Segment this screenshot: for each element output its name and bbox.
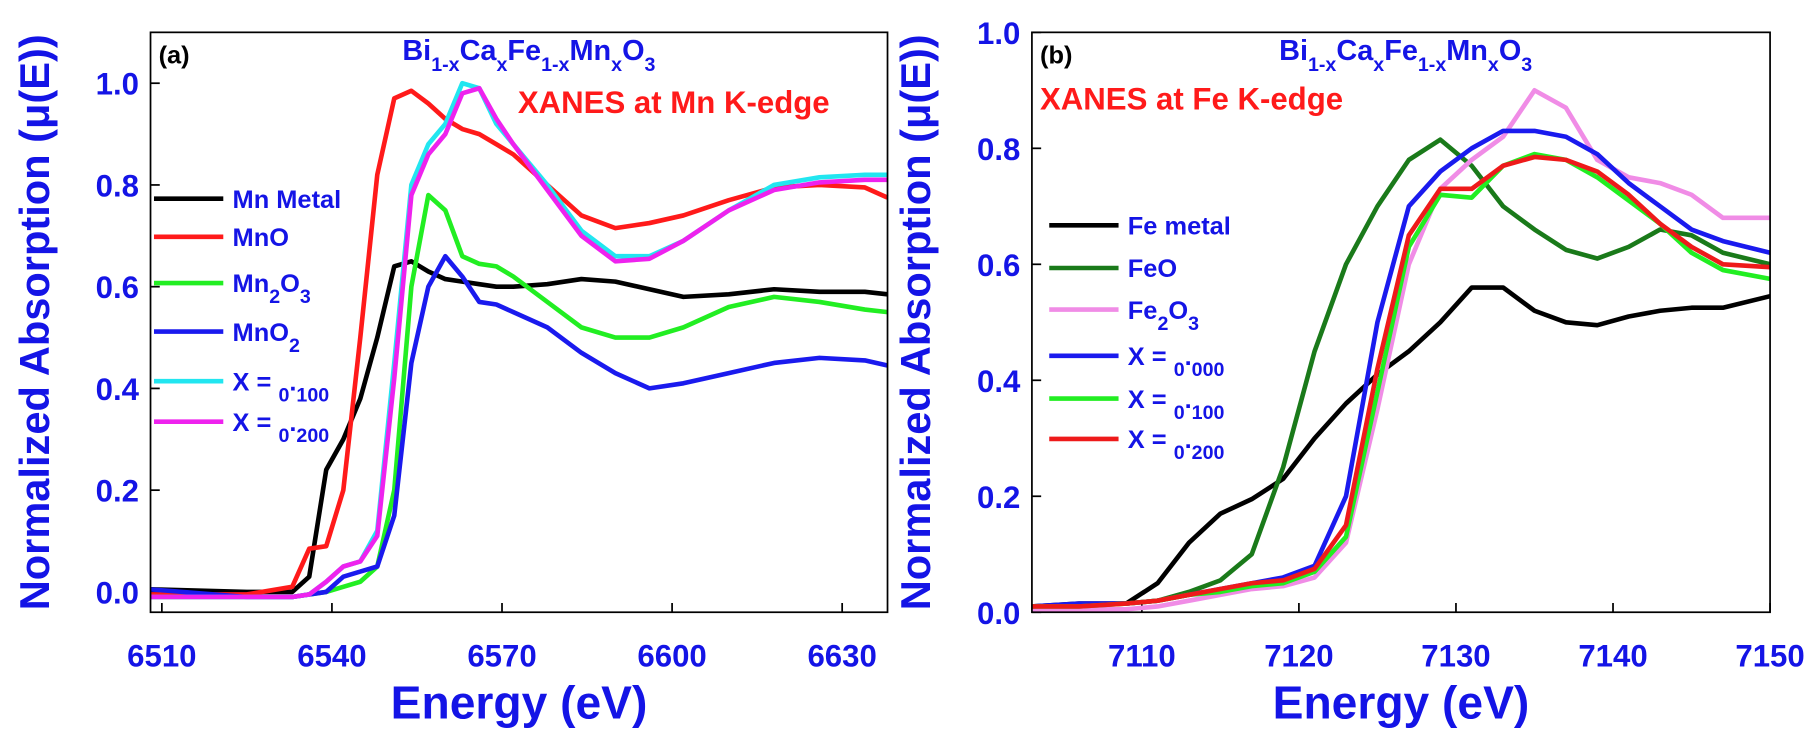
- data-line: [150, 258, 888, 595]
- annotation: XANES at Mn K-edge: [518, 85, 830, 120]
- y-tick-label: 0.2: [96, 474, 139, 509]
- x-tick-label: 6510: [127, 639, 196, 674]
- x-tick-label: 7120: [1264, 639, 1333, 674]
- plot-frame: [149, 31, 889, 614]
- data-line: [1031, 137, 1771, 609]
- legend-label: Fe2O3: [1128, 297, 1199, 335]
- annotation: XANES at Fe K-edge: [1040, 82, 1343, 117]
- data-line: [150, 88, 889, 597]
- legend-label: FeO: [1128, 255, 1177, 283]
- legend-label: X = 0.100: [1128, 386, 1225, 424]
- panel-label: (a): [159, 42, 190, 70]
- y-axis-title: Normalized Absorption (μ(E)): [11, 34, 58, 610]
- title-part: Ca: [1336, 35, 1374, 67]
- x-tick-label: 6600: [637, 639, 706, 674]
- y-tick-label: 0.8: [96, 169, 139, 204]
- chart-title: Bi1-xCaxFe1-xMnxO3: [402, 35, 655, 76]
- title-part: x: [611, 54, 622, 76]
- panel-label: (b): [1040, 42, 1072, 70]
- panel: 7110 7120 7130 7140 7150 0.0 0.2 0.4 0.6 0.8 1.0 (b…: [892, 16, 1804, 729]
- title-part: Fe: [1384, 35, 1418, 67]
- legend-label: MnO2: [233, 319, 300, 357]
- y-tick-label: 0.6: [977, 248, 1020, 283]
- y-tick-label: 0.8: [977, 132, 1020, 167]
- title-part: Mn: [1446, 35, 1488, 67]
- data-line: [1031, 154, 1771, 609]
- legend-label: MnO: [233, 224, 289, 252]
- x-tick-label: 6630: [807, 639, 876, 674]
- title-part: O: [622, 35, 644, 67]
- panel: 6510 6540 6570 6600 6630 0.0 0.2 0.4 0.6 0.8 1.0 (a…: [11, 31, 889, 729]
- y-tick-label: 0.4: [96, 372, 140, 407]
- title-part: 1-x: [431, 54, 459, 76]
- title-part: Bi: [402, 35, 431, 67]
- legend-label: X = 0.000: [1128, 343, 1225, 381]
- chart-title: Bi1-xCaxFe1-xMnxO3: [1279, 35, 1532, 76]
- legend-label: Mn Metal: [233, 186, 342, 214]
- title-part: x: [497, 54, 508, 76]
- data-line: [1031, 88, 1771, 612]
- x-tick-label: 7110: [1108, 639, 1176, 674]
- legend-label: Fe metal: [1128, 212, 1231, 240]
- y-axis-title: Normalized Absorption (μ(E)): [892, 34, 939, 610]
- title-part: Mn: [569, 35, 611, 67]
- title-part: x: [1373, 54, 1384, 76]
- y-tick-label: 1.0: [96, 67, 139, 102]
- x-tick-label: 6570: [467, 639, 536, 674]
- x-axis-title: Energy (eV): [1273, 677, 1530, 729]
- y-tick-label: 1.0: [977, 16, 1020, 51]
- y-tick-label: 0.0: [977, 596, 1020, 631]
- legend-label: X = 0.200: [233, 409, 330, 447]
- x-axis-title: Energy (eV): [391, 677, 648, 729]
- title-part: Bi: [1279, 35, 1308, 67]
- title-part: x: [1488, 54, 1499, 76]
- x-tick-label: 7130: [1421, 639, 1490, 674]
- title-part: Fe: [507, 35, 541, 67]
- y-tick-label: 0.0: [96, 575, 139, 610]
- plot-frame: [1031, 31, 1771, 614]
- title-part: 1-x: [541, 54, 569, 76]
- y-tick-label: 0.4: [977, 364, 1021, 399]
- x-tick-label: 7150: [1735, 639, 1804, 674]
- legend-label: Mn2O3: [233, 270, 311, 308]
- y-tick-label: 0.2: [977, 480, 1020, 515]
- legend-label: X = 0.200: [1128, 426, 1225, 464]
- title-part: 1-x: [1308, 54, 1336, 76]
- data-line: [1031, 285, 1771, 609]
- data-line: [150, 253, 889, 600]
- x-tick-label: 7140: [1578, 639, 1647, 674]
- x-tick-label: 6540: [297, 639, 366, 674]
- title-part: Ca: [460, 35, 498, 67]
- y-tick-label: 0.6: [96, 270, 139, 305]
- title-part: 1-x: [1418, 54, 1446, 76]
- title-part: 3: [1521, 54, 1532, 76]
- title-part: O: [1499, 35, 1521, 67]
- title-part: 3: [645, 54, 656, 76]
- legend-label: X = 0.100: [233, 368, 330, 406]
- data-line: [150, 85, 888, 600]
